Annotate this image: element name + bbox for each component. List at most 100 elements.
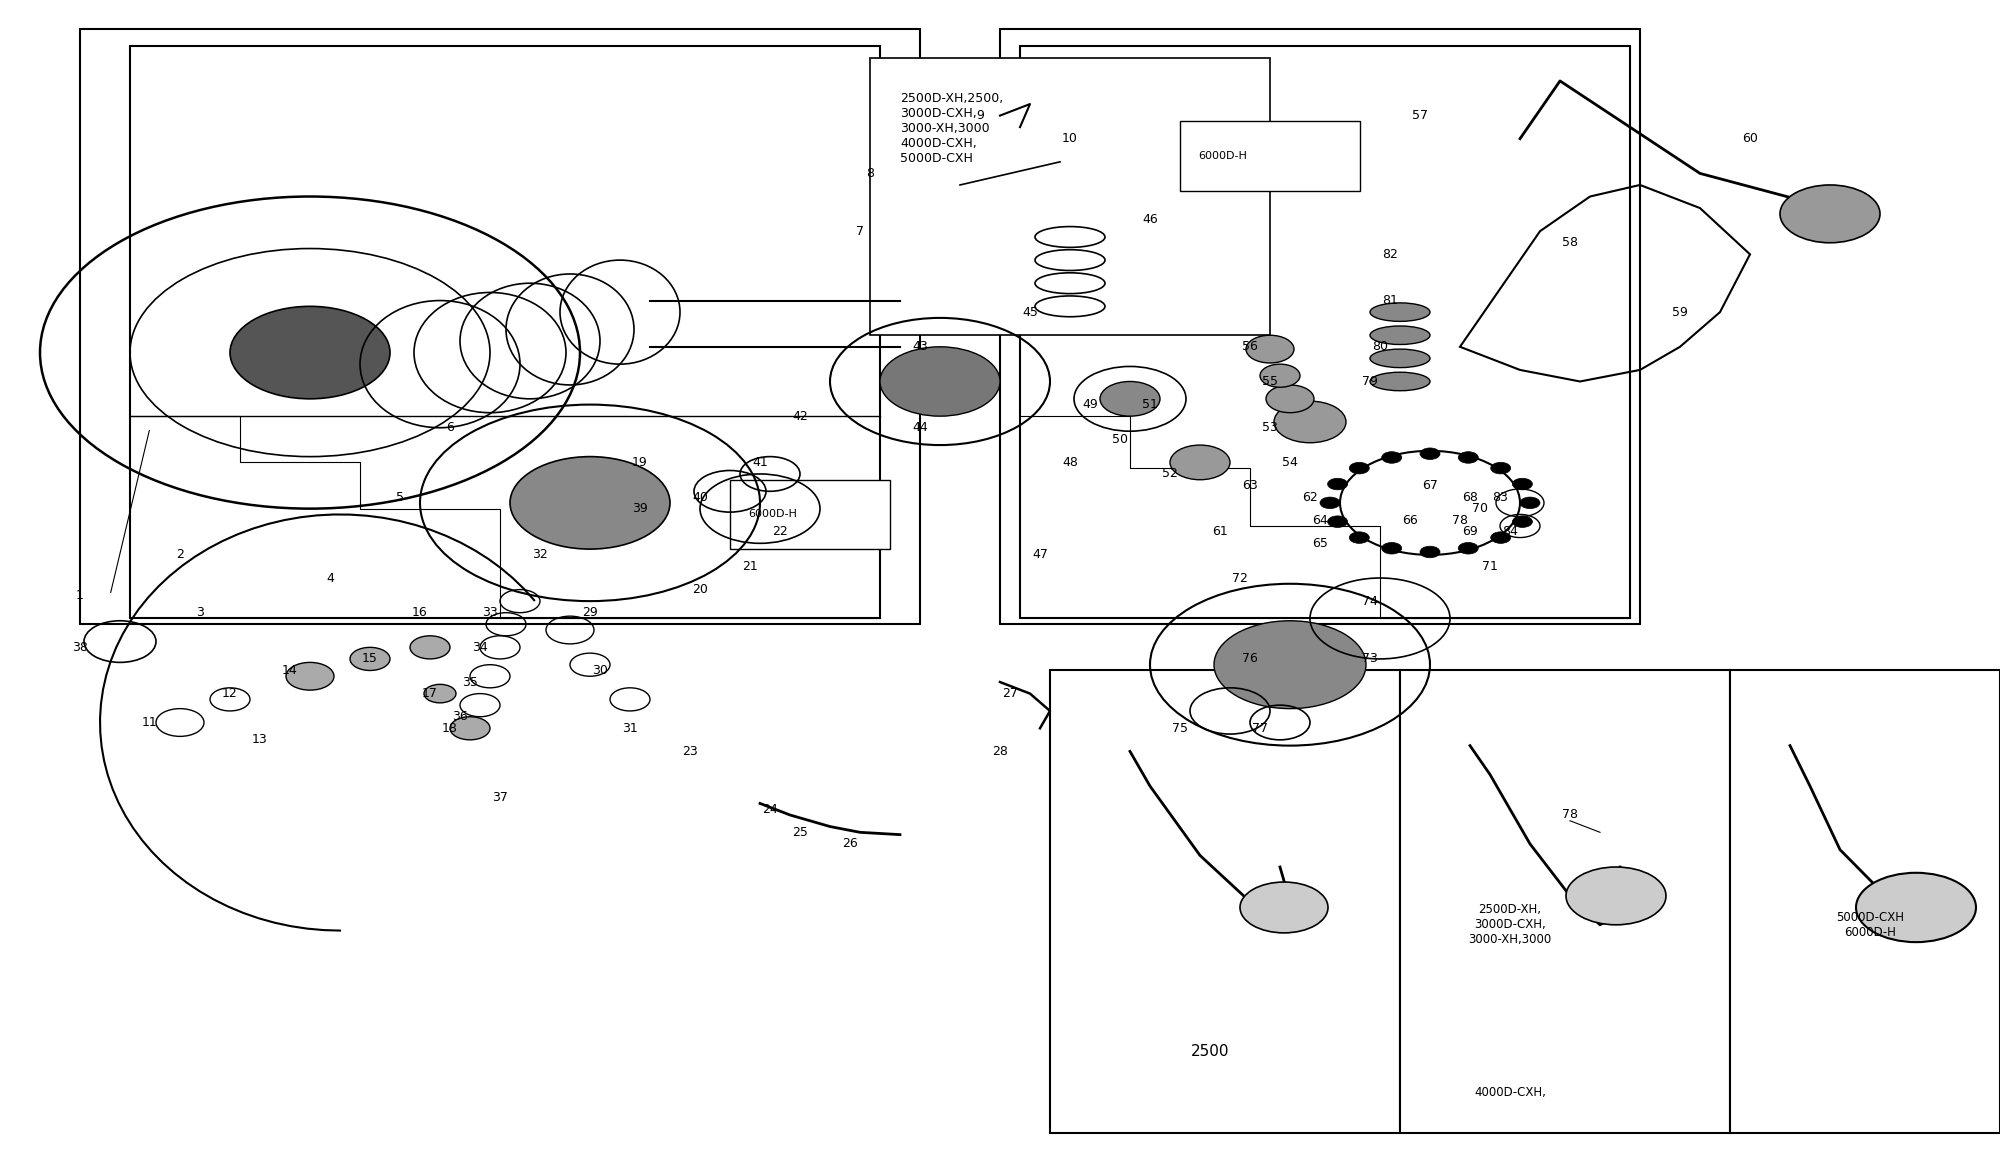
- Circle shape: [450, 717, 490, 740]
- Circle shape: [510, 457, 670, 549]
- Circle shape: [230, 306, 390, 399]
- Text: 66: 66: [1402, 513, 1418, 527]
- Text: 8: 8: [866, 166, 874, 180]
- Circle shape: [1240, 882, 1328, 933]
- Text: 2: 2: [176, 548, 184, 562]
- Text: 74: 74: [1362, 594, 1378, 608]
- Text: 4: 4: [326, 571, 334, 585]
- Text: 6000D-H: 6000D-H: [748, 510, 796, 519]
- Text: 4000D-CXH,: 4000D-CXH,: [1474, 1085, 1546, 1099]
- Circle shape: [1246, 335, 1294, 363]
- Circle shape: [1100, 381, 1160, 416]
- Text: 70: 70: [1472, 502, 1488, 516]
- Text: 75: 75: [1172, 721, 1188, 735]
- Circle shape: [410, 636, 450, 659]
- Text: 59: 59: [1672, 305, 1688, 319]
- Circle shape: [1458, 452, 1478, 464]
- Text: 32: 32: [532, 548, 548, 562]
- Text: 33: 33: [482, 606, 498, 620]
- Ellipse shape: [1370, 326, 1430, 344]
- Text: 53: 53: [1262, 421, 1278, 435]
- Text: 72: 72: [1232, 571, 1248, 585]
- Circle shape: [1170, 445, 1230, 480]
- Circle shape: [1458, 542, 1478, 554]
- Text: 78: 78: [1562, 808, 1578, 822]
- Text: 36: 36: [452, 710, 468, 724]
- Text: 58: 58: [1562, 236, 1578, 250]
- Text: 5: 5: [396, 490, 404, 504]
- Text: 30: 30: [592, 664, 608, 677]
- Text: 29: 29: [582, 606, 598, 620]
- Text: 2500D-XH,2500,
3000D-CXH,
3000-XH,3000
4000D-CXH,
5000D-CXH: 2500D-XH,2500, 3000D-CXH, 3000-XH,3000 4…: [900, 92, 1004, 165]
- Text: 5000D-CXH
6000D-H: 5000D-CXH 6000D-H: [1836, 911, 1904, 939]
- Text: 50: 50: [1112, 432, 1128, 446]
- Text: 22: 22: [772, 525, 788, 539]
- Text: 27: 27: [1002, 687, 1018, 701]
- Circle shape: [1490, 462, 1510, 474]
- Circle shape: [1856, 873, 1976, 942]
- Text: 16: 16: [412, 606, 428, 620]
- Text: 14: 14: [282, 664, 298, 677]
- Ellipse shape: [1370, 349, 1430, 368]
- Text: 69: 69: [1462, 525, 1478, 539]
- Text: 12: 12: [222, 687, 238, 701]
- Circle shape: [1382, 452, 1402, 464]
- Text: 71: 71: [1482, 560, 1498, 573]
- Text: 84: 84: [1502, 525, 1518, 539]
- Text: 40: 40: [692, 490, 708, 504]
- Text: 56: 56: [1242, 340, 1258, 354]
- Circle shape: [286, 662, 334, 690]
- Circle shape: [1214, 621, 1366, 709]
- Text: 1: 1: [76, 588, 84, 602]
- Text: 44: 44: [912, 421, 928, 435]
- Text: 25: 25: [792, 825, 808, 839]
- Circle shape: [1266, 385, 1314, 413]
- Ellipse shape: [1370, 372, 1430, 391]
- FancyBboxPatch shape: [870, 58, 1270, 335]
- Text: 63: 63: [1242, 479, 1258, 492]
- Text: 67: 67: [1422, 479, 1438, 492]
- Text: 6: 6: [446, 421, 454, 435]
- Text: 61: 61: [1212, 525, 1228, 539]
- Text: 20: 20: [692, 583, 708, 596]
- Text: 62: 62: [1302, 490, 1318, 504]
- Text: 11: 11: [142, 716, 158, 729]
- Text: 31: 31: [622, 721, 638, 735]
- Text: 73: 73: [1362, 652, 1378, 666]
- Bar: [1400, 670, 1730, 1133]
- Text: 26: 26: [842, 837, 858, 851]
- Circle shape: [1420, 547, 1440, 557]
- Bar: [1050, 670, 1400, 1133]
- Text: 3: 3: [196, 606, 204, 620]
- Circle shape: [1420, 449, 1440, 460]
- Text: 6000D-H: 6000D-H: [1198, 151, 1246, 161]
- Text: 43: 43: [912, 340, 928, 354]
- Circle shape: [1566, 867, 1666, 925]
- Ellipse shape: [1370, 303, 1430, 321]
- Text: 41: 41: [752, 455, 768, 469]
- Text: 46: 46: [1142, 213, 1158, 227]
- Text: 24: 24: [762, 802, 778, 816]
- Text: 18: 18: [442, 721, 458, 735]
- Text: 55: 55: [1262, 375, 1278, 388]
- Text: 78: 78: [1452, 513, 1468, 527]
- Text: 19: 19: [632, 455, 648, 469]
- Circle shape: [1520, 497, 1540, 509]
- Circle shape: [1350, 462, 1370, 474]
- Text: 47: 47: [1032, 548, 1048, 562]
- Circle shape: [350, 647, 390, 670]
- Text: 81: 81: [1382, 294, 1398, 307]
- Text: 68: 68: [1462, 490, 1478, 504]
- Circle shape: [1320, 497, 1340, 509]
- Circle shape: [1512, 516, 1532, 527]
- Text: 13: 13: [252, 733, 268, 747]
- Circle shape: [1490, 532, 1510, 543]
- Text: 77: 77: [1252, 721, 1268, 735]
- FancyBboxPatch shape: [1180, 121, 1360, 191]
- Text: 28: 28: [992, 744, 1008, 758]
- Text: 51: 51: [1142, 398, 1158, 412]
- Circle shape: [1328, 479, 1348, 490]
- Text: 34: 34: [472, 640, 488, 654]
- Text: 52: 52: [1162, 467, 1178, 481]
- Text: 57: 57: [1412, 109, 1428, 123]
